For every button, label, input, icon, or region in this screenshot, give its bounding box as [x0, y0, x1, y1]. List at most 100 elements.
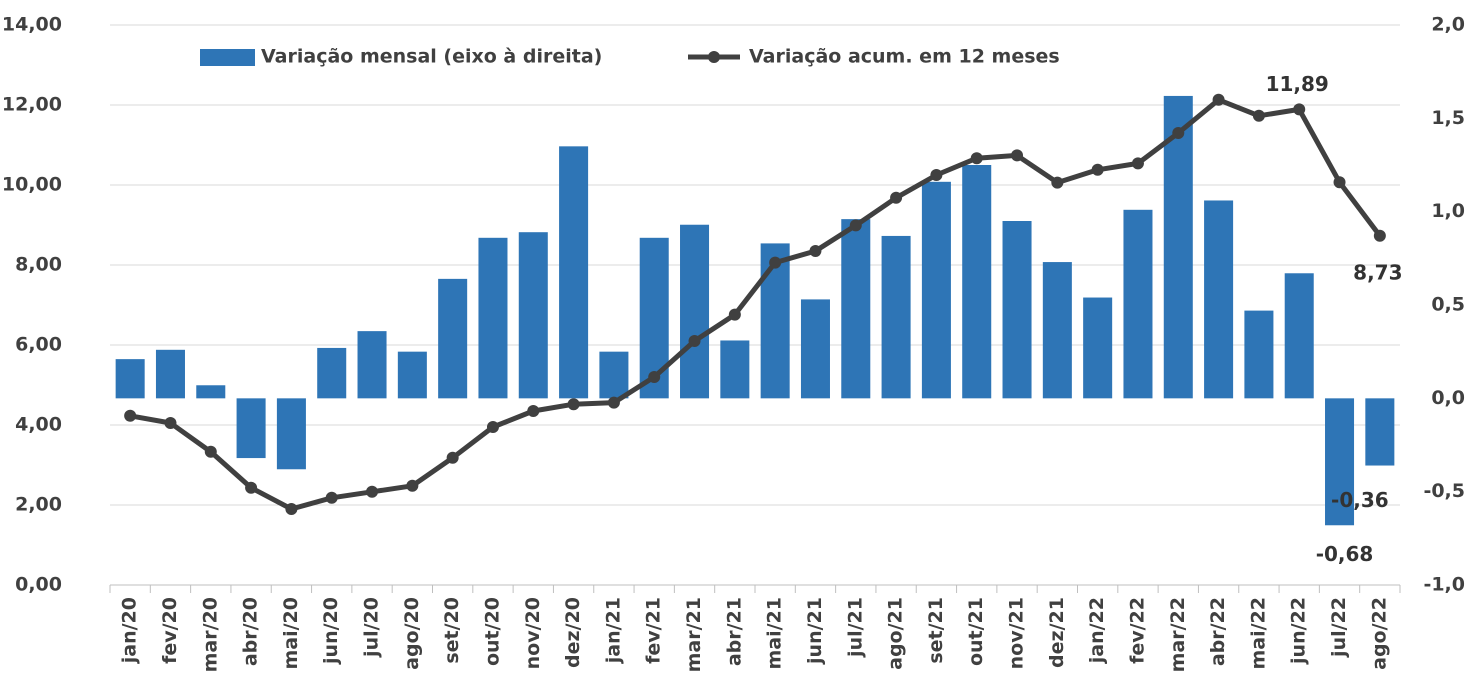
x-tick-label: fev/20	[159, 597, 181, 664]
line-point	[325, 491, 338, 504]
y-tick-label: 14,00	[2, 14, 62, 36]
x-tick-label: nov/21	[1006, 597, 1028, 669]
x-tick-label: jul/20	[361, 597, 383, 658]
y2-tick-label: -1,0	[1423, 574, 1465, 596]
line-point	[486, 421, 499, 433]
bar	[1042, 262, 1072, 399]
bar	[559, 146, 589, 399]
bar	[1325, 398, 1355, 526]
y-tick-label: 6,00	[15, 334, 62, 356]
bar	[1123, 209, 1153, 399]
y-tick-label: 2,00	[15, 494, 62, 516]
line-point	[1051, 176, 1064, 189]
x-tick-label: set/20	[441, 597, 463, 664]
x-tick-label: mar/22	[1167, 597, 1189, 672]
line-point	[567, 398, 580, 411]
line-point	[1131, 157, 1144, 170]
y-tick-label: 4,00	[15, 414, 62, 436]
data-label: -0,36	[1331, 488, 1389, 512]
x-tick-label: mar/21	[683, 597, 705, 672]
x-tick-label: mai/21	[764, 597, 786, 670]
line-point	[769, 256, 782, 269]
line-point	[688, 335, 701, 347]
bar	[276, 398, 306, 470]
bar	[115, 359, 145, 399]
x-tick-label: mai/22	[1247, 597, 1269, 670]
line-point	[728, 308, 741, 321]
bar	[1083, 297, 1113, 399]
line-point	[366, 485, 379, 498]
x-tick-label: jan/22	[1086, 597, 1108, 664]
bar	[155, 349, 185, 399]
bar	[236, 398, 266, 459]
y2-tick-label: 2,0	[1431, 14, 1465, 36]
x-tick-label: fev/22	[1126, 597, 1148, 664]
bar	[1244, 310, 1274, 399]
x-tick-label: out/20	[481, 597, 503, 666]
line-point	[1373, 229, 1386, 242]
x-tick-label: jun/22	[1288, 597, 1310, 665]
line-point	[607, 396, 620, 409]
line-point	[1212, 93, 1225, 106]
data-label: -0,68	[1316, 542, 1374, 566]
line-point	[970, 152, 983, 165]
x-tick-label: dez/20	[562, 597, 584, 668]
bar	[1163, 95, 1193, 399]
line-point	[204, 445, 217, 458]
x-tick-label: abr/20	[240, 597, 262, 666]
bar	[921, 181, 951, 399]
x-tick-label: dez/21	[1046, 597, 1068, 668]
line-point	[648, 371, 661, 383]
y-tick-label: 0,00	[15, 574, 62, 596]
bar	[720, 340, 750, 399]
line-point	[446, 451, 459, 464]
bar	[196, 385, 226, 399]
data-label: 8,73	[1353, 260, 1402, 284]
x-tick-label: abr/21	[723, 597, 745, 666]
legend-label: Variação acum. em 12 meses	[749, 46, 1060, 68]
line-point	[124, 409, 137, 422]
line-point	[164, 417, 177, 429]
y2-tick-label: 0,0	[1431, 387, 1465, 409]
bar	[680, 224, 710, 399]
x-tick-label: fev/21	[643, 597, 665, 664]
x-tick-label: jan/20	[119, 597, 141, 664]
y2-tick-label: 1,5	[1431, 107, 1465, 129]
bar	[760, 243, 790, 399]
y-tick-label: 8,00	[15, 254, 62, 276]
bar	[357, 331, 387, 399]
y-tick-label: 10,00	[2, 174, 62, 196]
bar	[841, 219, 871, 399]
bar	[1365, 398, 1395, 466]
line-point	[1252, 109, 1265, 122]
x-tick-label: ago/21	[885, 597, 907, 670]
bar	[1204, 200, 1234, 399]
bar	[317, 347, 347, 399]
x-tick-label: jul/22	[1328, 597, 1350, 658]
line	[129, 97, 1382, 512]
y-tick-label: 12,00	[2, 94, 62, 116]
x-tick-label: ago/20	[401, 597, 423, 670]
bar	[881, 235, 911, 399]
bar	[478, 237, 508, 399]
line-point	[1091, 163, 1104, 176]
y2-tick-label: 1,0	[1431, 200, 1465, 222]
legend-swatch	[708, 51, 720, 63]
legend-swatch	[200, 49, 255, 66]
line-point	[890, 191, 903, 204]
bar	[1284, 273, 1314, 399]
x-tick-label: mai/20	[280, 597, 302, 670]
bar	[397, 351, 427, 399]
bar	[518, 232, 548, 399]
line-point	[245, 481, 258, 494]
legend-label: Variação mensal (eixo à direita)	[261, 46, 602, 68]
line-point	[1333, 176, 1346, 189]
bar	[1002, 221, 1032, 399]
x-tick-label: ago/22	[1368, 597, 1390, 670]
line-point	[930, 169, 943, 181]
bar	[599, 351, 629, 399]
line-point	[1011, 149, 1024, 162]
x-tick-label: abr/22	[1207, 597, 1229, 666]
